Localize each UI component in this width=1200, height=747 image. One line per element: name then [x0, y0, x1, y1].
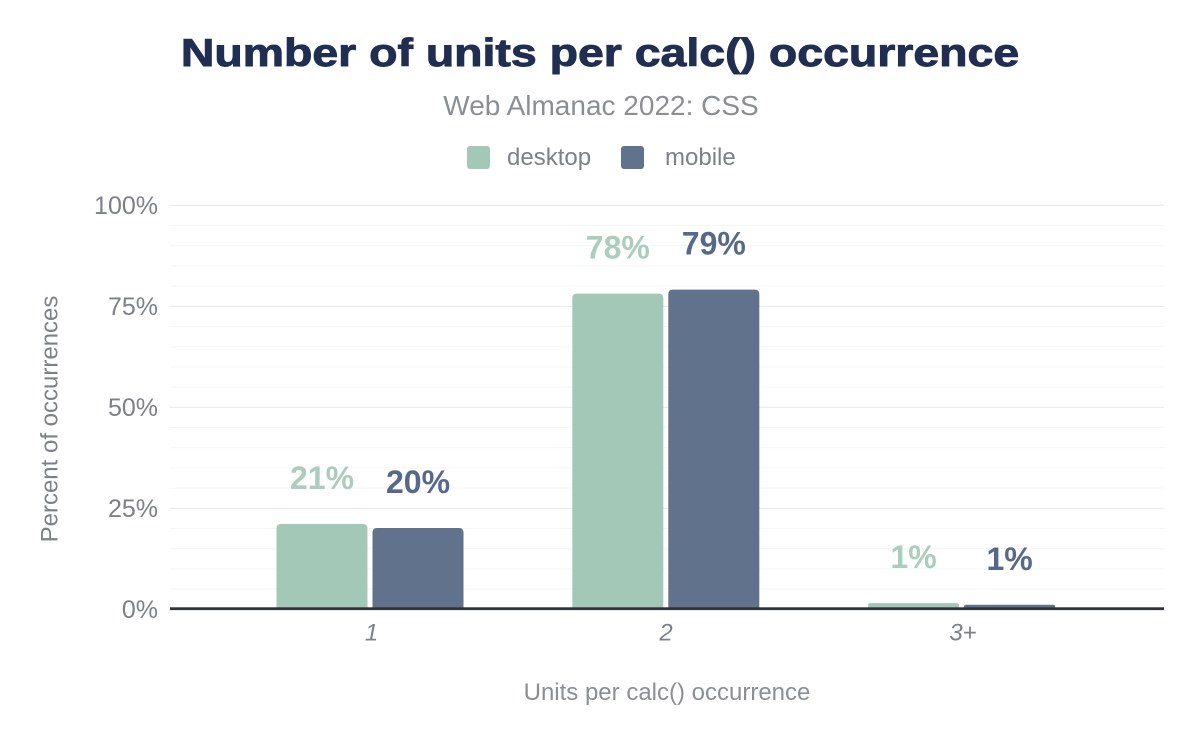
- svg-text:mobile: mobile: [665, 144, 736, 171]
- svg-text:100%: 100%: [94, 192, 158, 220]
- svg-text:2: 2: [658, 620, 672, 647]
- svg-text:3+: 3+: [949, 620, 976, 647]
- svg-text:1%: 1%: [986, 541, 1032, 577]
- svg-text:50%: 50%: [108, 394, 158, 422]
- svg-text:Web Almanac 2022: CSS: Web Almanac 2022: CSS: [443, 90, 758, 121]
- svg-text:Units per calc() occurrence: Units per calc() occurrence: [524, 679, 811, 706]
- svg-text:79%: 79%: [682, 226, 746, 262]
- svg-text:75%: 75%: [108, 293, 158, 321]
- svg-text:desktop: desktop: [507, 144, 591, 171]
- svg-text:20%: 20%: [386, 464, 450, 500]
- svg-text:25%: 25%: [108, 495, 158, 523]
- svg-text:1: 1: [365, 620, 378, 647]
- svg-text:1%: 1%: [890, 539, 936, 575]
- svg-text:21%: 21%: [290, 460, 354, 496]
- svg-text:Number of units per calc() occ: Number of units per calc() occurrence: [181, 32, 1019, 75]
- svg-text:Percent of occurrences: Percent of occurrences: [37, 296, 64, 543]
- svg-text:0%: 0%: [122, 596, 158, 624]
- svg-text:78%: 78%: [586, 230, 650, 266]
